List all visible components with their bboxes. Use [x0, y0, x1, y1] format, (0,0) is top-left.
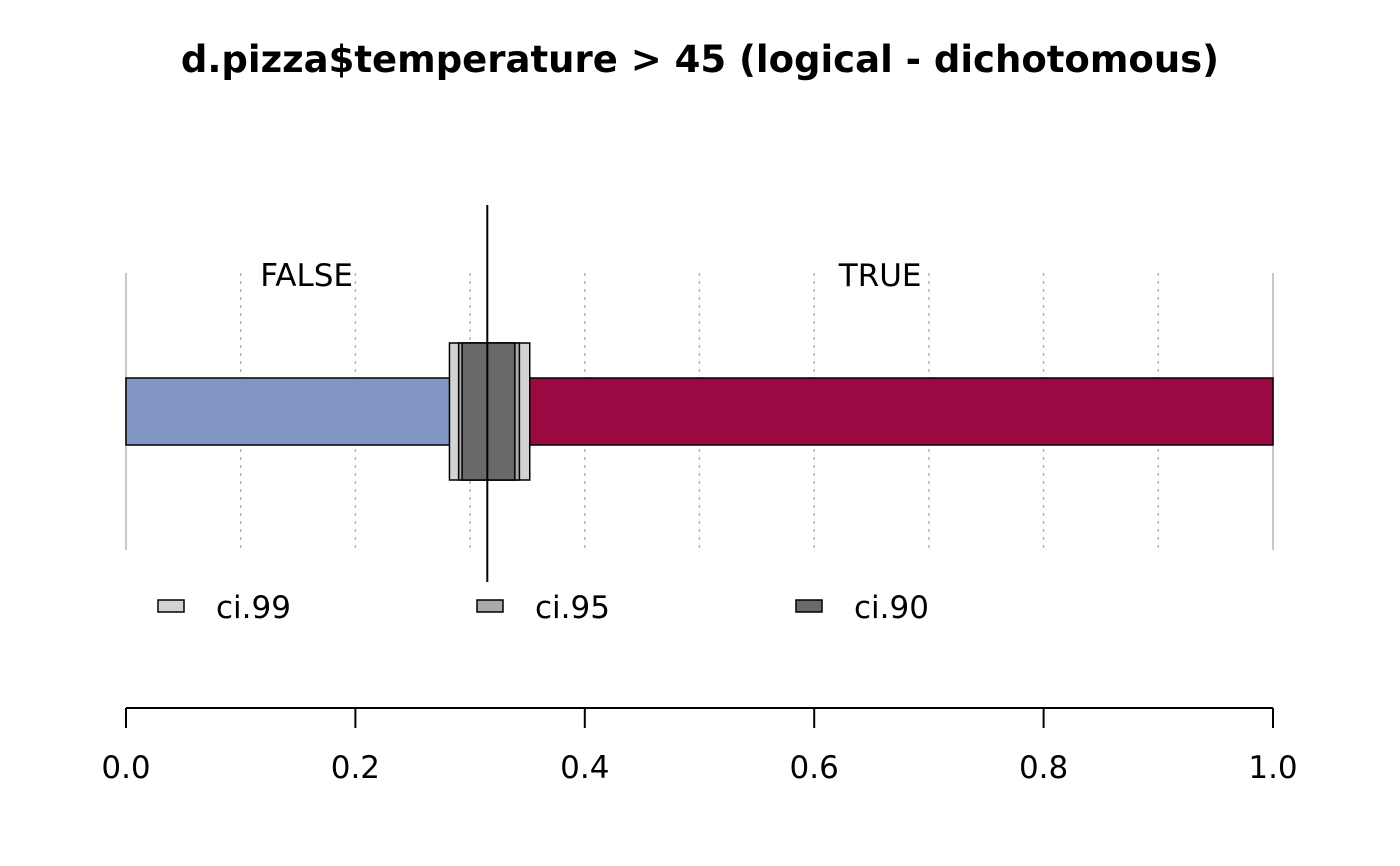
- legend-swatch-ci95: [476, 599, 504, 613]
- ci-box-ci90: [461, 342, 516, 481]
- legend-swatch-ci99: [157, 599, 185, 613]
- legend-label-ci95: ci.95: [535, 590, 610, 626]
- bar-true: [486, 377, 1274, 446]
- tick-label: 0.8: [1019, 750, 1068, 786]
- legend-label-ci90: ci.90: [854, 590, 929, 626]
- legend-label-ci99: ci.99: [216, 590, 291, 626]
- bar-false: [125, 377, 489, 446]
- chart-title: d.pizza$temperature > 45 (logical - dich…: [181, 38, 1219, 81]
- x-axis: 0.0 0.2 0.4 0.6 0.8 1.0: [101, 707, 1298, 786]
- tick-label: 0.0: [101, 750, 150, 786]
- tick-label: 0.6: [790, 750, 839, 786]
- legend: ci.99 ci.95 ci.90: [157, 590, 929, 626]
- bars: [125, 377, 1274, 446]
- category-labels: FALSE TRUE: [260, 258, 921, 294]
- ci-boxes: [448, 205, 531, 582]
- category-label-true: TRUE: [838, 258, 922, 294]
- tick-label: 1.0: [1248, 750, 1297, 786]
- tick-label: 0.4: [560, 750, 609, 786]
- category-label-false: FALSE: [260, 258, 353, 294]
- tick-label: 0.2: [331, 750, 380, 786]
- legend-swatch-ci90: [795, 599, 823, 613]
